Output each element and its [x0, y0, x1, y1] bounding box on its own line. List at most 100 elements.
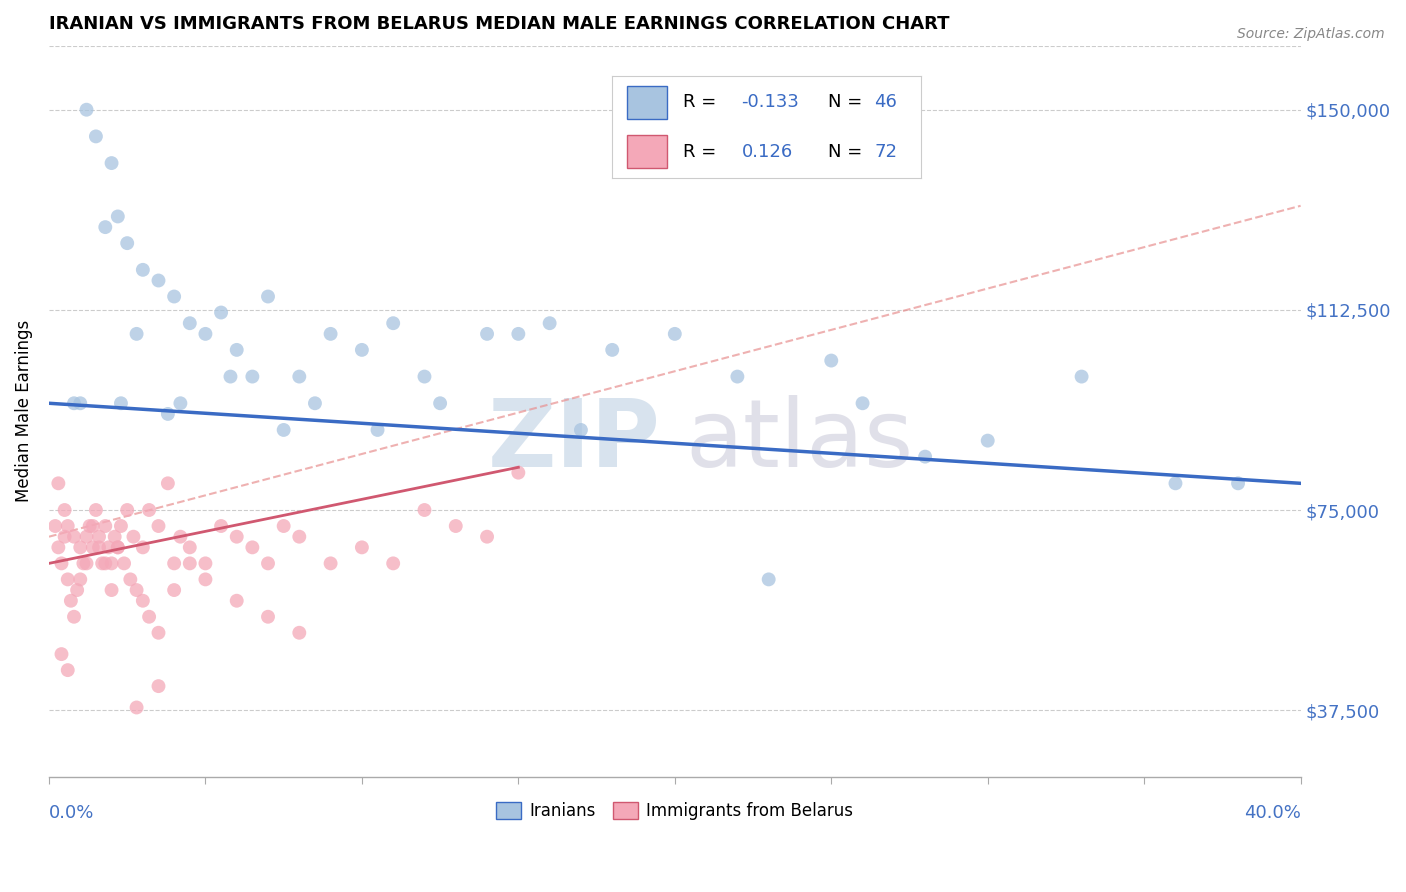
Point [273, 423, 295, 437]
Point [84, 129, 107, 144]
Point [125, 700, 148, 714]
Point [163, 289, 186, 303]
Text: ZIP: ZIP [488, 394, 661, 486]
Point [350, 343, 373, 357]
Point [66, 583, 89, 598]
Point [56, 573, 79, 587]
FancyBboxPatch shape [627, 136, 668, 168]
Point [240, 369, 263, 384]
Point [820, 353, 842, 368]
Point [156, 407, 179, 421]
Point [413, 503, 436, 517]
Point [69, 573, 91, 587]
Point [69, 396, 91, 410]
Point [115, 503, 138, 517]
Point [1070, 369, 1092, 384]
Point [758, 573, 780, 587]
Point [48, 541, 70, 555]
FancyBboxPatch shape [627, 87, 668, 119]
Point [257, 557, 280, 571]
Point [163, 557, 186, 571]
Point [91, 557, 114, 571]
Text: atlas: atlas [686, 394, 914, 486]
Legend: Iranians, Immigrants from Belarus: Iranians, Immigrants from Belarus [489, 796, 860, 827]
Point [350, 541, 373, 555]
Point [148, 625, 170, 640]
Point [72, 557, 94, 571]
Point [209, 305, 232, 319]
Point [508, 326, 530, 341]
Point [53, 530, 76, 544]
Point [148, 519, 170, 533]
Point [257, 289, 280, 303]
Point [288, 369, 311, 384]
Point [600, 343, 623, 357]
Point [475, 326, 498, 341]
Point [1227, 476, 1250, 491]
Point [225, 530, 247, 544]
Point [100, 583, 122, 598]
Point [56, 663, 79, 677]
Point [107, 541, 129, 555]
Point [288, 625, 311, 640]
Point [138, 609, 160, 624]
Point [132, 263, 155, 277]
Point [120, 573, 142, 587]
Point [257, 609, 280, 624]
Point [63, 530, 86, 544]
Point [1164, 476, 1187, 491]
Point [132, 541, 155, 555]
Point [367, 423, 389, 437]
Point [94, 557, 117, 571]
Point [148, 679, 170, 693]
Text: R =: R = [683, 143, 721, 161]
Point [914, 450, 936, 464]
Text: Source: ZipAtlas.com: Source: ZipAtlas.com [1237, 27, 1385, 41]
Point [429, 396, 451, 410]
Point [76, 103, 98, 117]
Point [94, 220, 117, 235]
Point [138, 503, 160, 517]
Point [304, 396, 326, 410]
Point [538, 316, 561, 330]
Text: IRANIAN VS IMMIGRANTS FROM BELARUS MEDIAN MALE EARNINGS CORRELATION CHART: IRANIAN VS IMMIGRANTS FROM BELARUS MEDIA… [49, 15, 949, 33]
Point [156, 476, 179, 491]
Point [179, 541, 201, 555]
Point [225, 593, 247, 607]
Point [84, 503, 107, 517]
Point [382, 316, 405, 330]
Text: 46: 46 [875, 94, 897, 112]
Point [225, 343, 247, 357]
Point [100, 156, 122, 170]
Point [664, 326, 686, 341]
Point [319, 326, 342, 341]
Text: 0.126: 0.126 [741, 143, 793, 161]
Y-axis label: Median Male Earnings: Median Male Earnings [15, 320, 32, 502]
Point [219, 369, 242, 384]
Point [194, 326, 217, 341]
Point [48, 476, 70, 491]
Point [163, 583, 186, 598]
Point [508, 466, 530, 480]
Point [107, 541, 129, 555]
Text: N =: N = [828, 94, 868, 112]
Text: -0.133: -0.133 [741, 94, 800, 112]
Text: 72: 72 [875, 143, 897, 161]
Point [69, 541, 91, 555]
Text: R =: R = [683, 94, 721, 112]
Point [87, 541, 110, 555]
Point [122, 530, 145, 544]
Point [112, 557, 135, 571]
Text: N =: N = [828, 143, 868, 161]
Point [63, 396, 86, 410]
Point [240, 541, 263, 555]
Point [79, 519, 101, 533]
Point [977, 434, 1000, 448]
Point [56, 519, 79, 533]
Point [569, 423, 592, 437]
Point [179, 557, 201, 571]
Point [104, 530, 127, 544]
Point [100, 557, 122, 571]
Point [851, 396, 873, 410]
Point [51, 557, 73, 571]
